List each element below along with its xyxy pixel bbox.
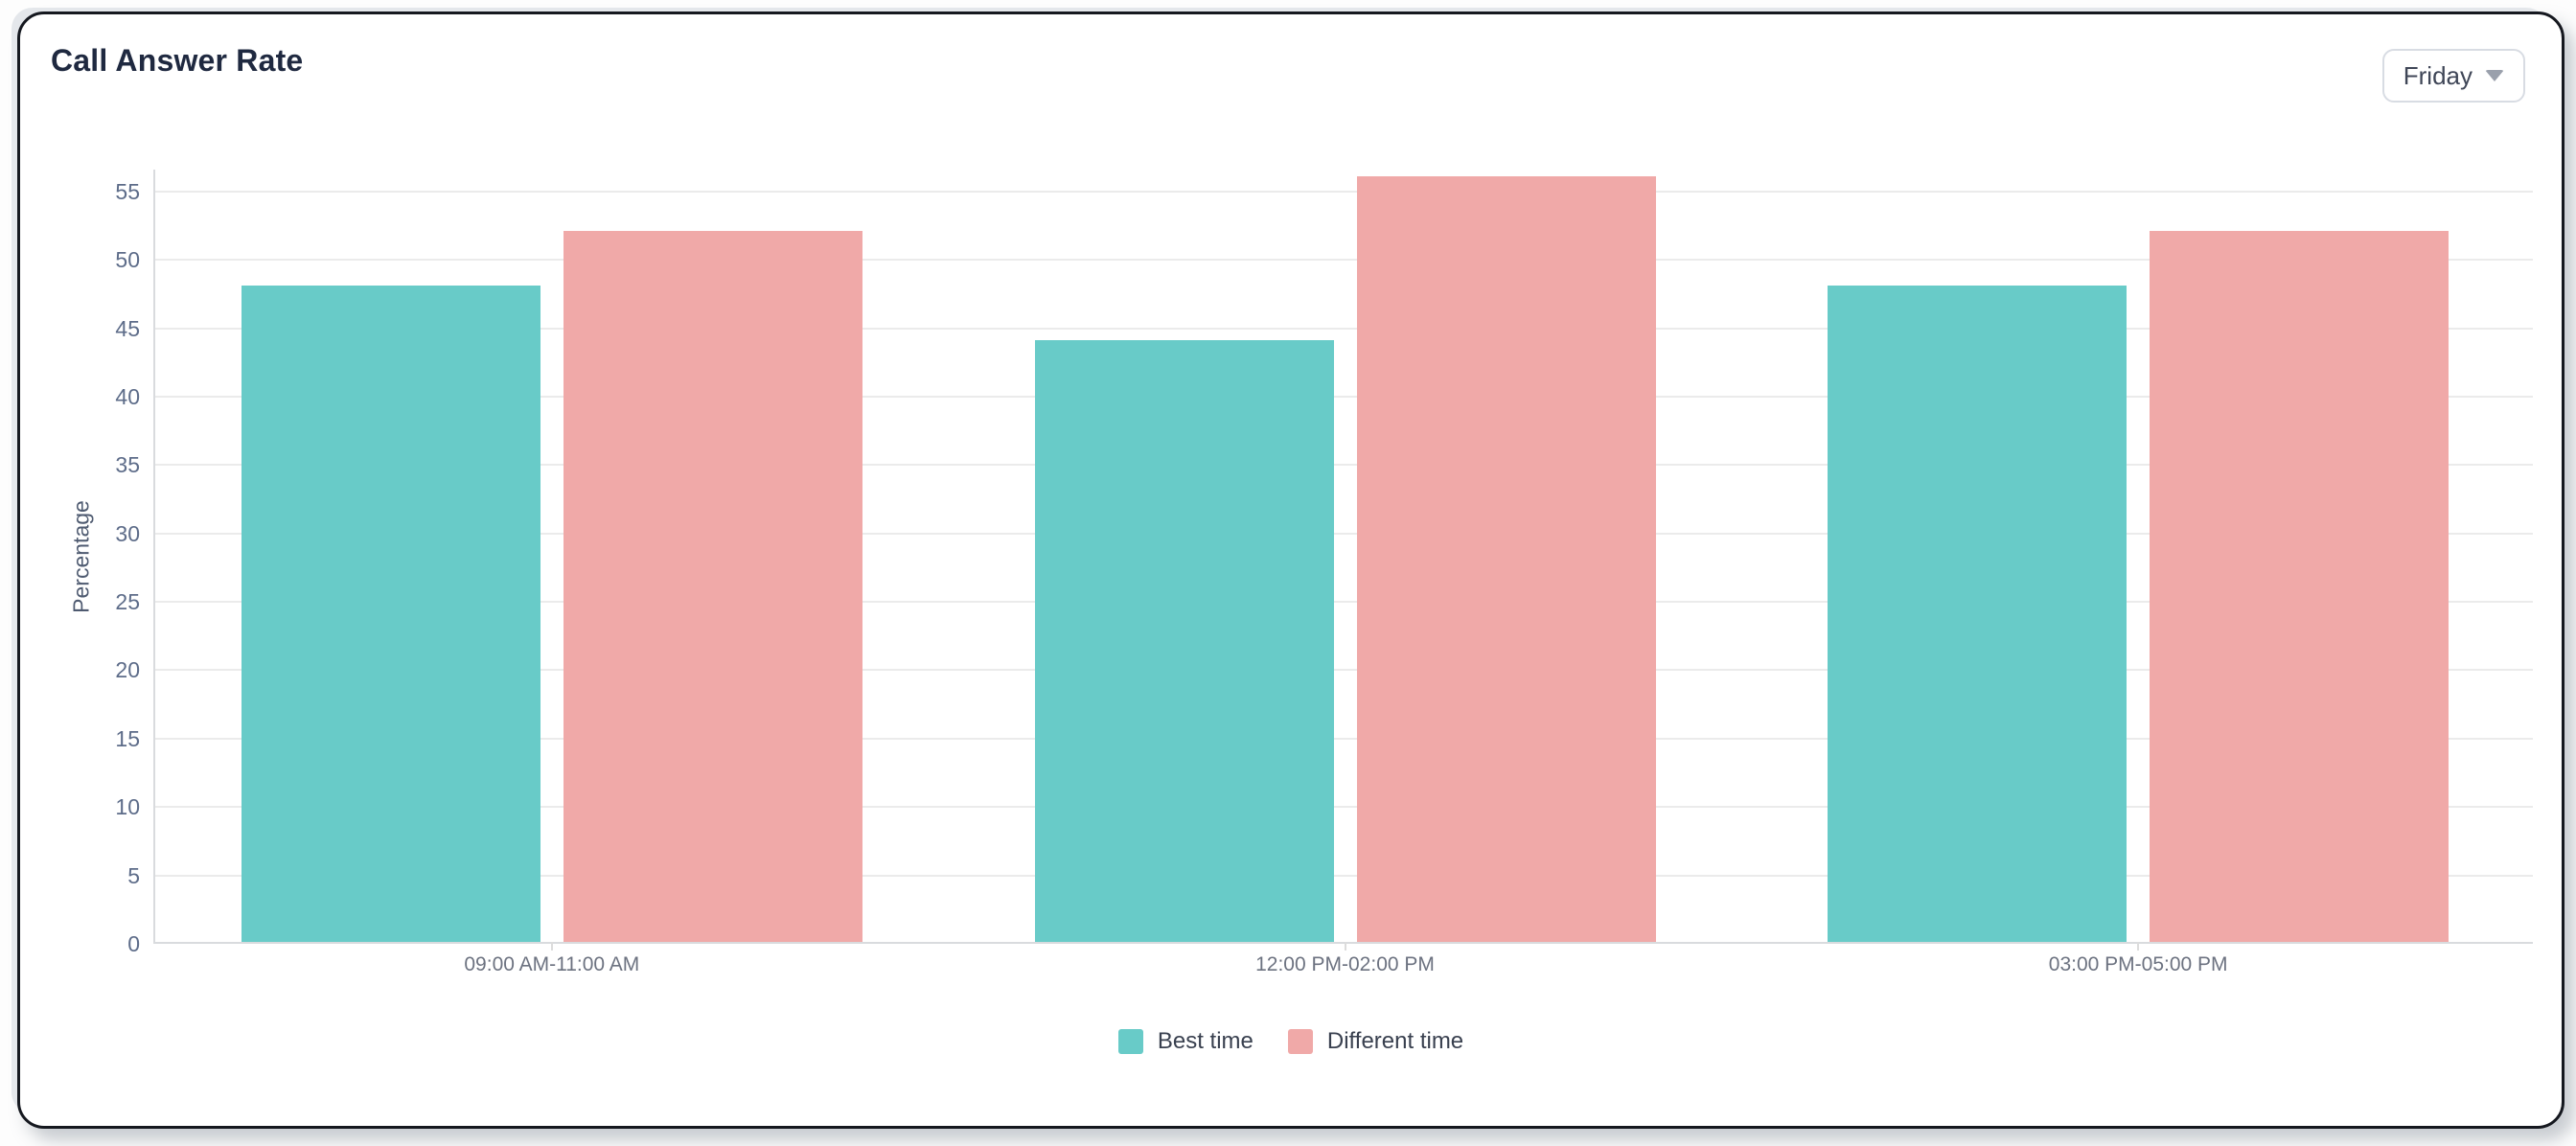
y-axis-tick-label: 50 — [115, 247, 140, 273]
x-axis-category-label: 12:00 PM-02:00 PM — [1255, 953, 1435, 975]
gridline — [155, 601, 2533, 604]
bar-chart: Percentage 0 5 10 15 20 25 30 35 40 45 50 55 09:00 A… — [20, 14, 2562, 1126]
day-filter-dropdown[interactable]: Friday — [2381, 49, 2525, 103]
gridline — [155, 259, 2533, 262]
gridline — [155, 874, 2533, 877]
gridline — [155, 395, 2533, 398]
day-filter-value: Friday — [2403, 60, 2472, 90]
gridline — [155, 464, 2533, 467]
y-axis-tick-label: 45 — [115, 315, 140, 341]
x-axis-tick — [550, 942, 553, 951]
gridline — [155, 190, 2533, 193]
y-axis-tick-label: 55 — [115, 178, 140, 204]
x-axis-category-label: 09:00 AM-11:00 AM — [464, 953, 640, 975]
plot-area: 0 5 10 15 20 25 30 35 40 45 50 55 09:00 AM-11:00 AM 1… — [115, 170, 2533, 975]
legend-item[interactable]: Best time — [1117, 1028, 1254, 1055]
y-axis-tick-label: 15 — [115, 725, 140, 751]
y-axis-tick-label: 35 — [115, 452, 140, 478]
chart-legend: Best time Different time — [20, 1028, 2562, 1055]
legend-label: Different time — [1326, 1028, 1464, 1054]
bar-best-time[interactable] — [1034, 339, 1334, 942]
x-axis-tick — [2137, 942, 2140, 951]
gridline — [155, 737, 2533, 740]
y-axis-tick-label: 30 — [115, 520, 140, 546]
bar-different-time[interactable] — [563, 230, 862, 942]
legend-label: Best time — [1157, 1028, 1254, 1054]
bar-best-time[interactable] — [241, 285, 540, 942]
y-axis-tick-label: 20 — [115, 657, 140, 683]
y-axis-tick-label: 40 — [115, 383, 140, 409]
legend-swatch — [1117, 1029, 1143, 1054]
gridline — [155, 327, 2533, 330]
x-axis-category-label: 03:00 PM-05:00 PM — [2048, 953, 2228, 975]
call-answer-rate-card: Call Answer Rate Friday Percentage 0 5 10 1… — [17, 11, 2564, 1129]
gridline — [155, 669, 2533, 672]
bar-best-time[interactable] — [1828, 285, 2128, 942]
y-axis-tick-label: 0 — [127, 931, 140, 956]
gridline — [155, 806, 2533, 809]
chevron-down-icon — [2485, 70, 2504, 81]
bar-different-time[interactable] — [2150, 230, 2450, 942]
y-axis-tick-label: 25 — [115, 589, 140, 615]
y-axis-tick-label: 5 — [127, 862, 140, 888]
x-axis-tick — [1344, 942, 1346, 951]
legend-swatch — [1287, 1029, 1313, 1054]
gridline — [155, 532, 2533, 535]
y-axis-tick-label: 10 — [115, 794, 140, 820]
page-title: Call Answer Rate — [51, 43, 304, 78]
bar-different-time[interactable] — [1356, 175, 1656, 942]
legend-item[interactable]: Different time — [1287, 1028, 1464, 1055]
